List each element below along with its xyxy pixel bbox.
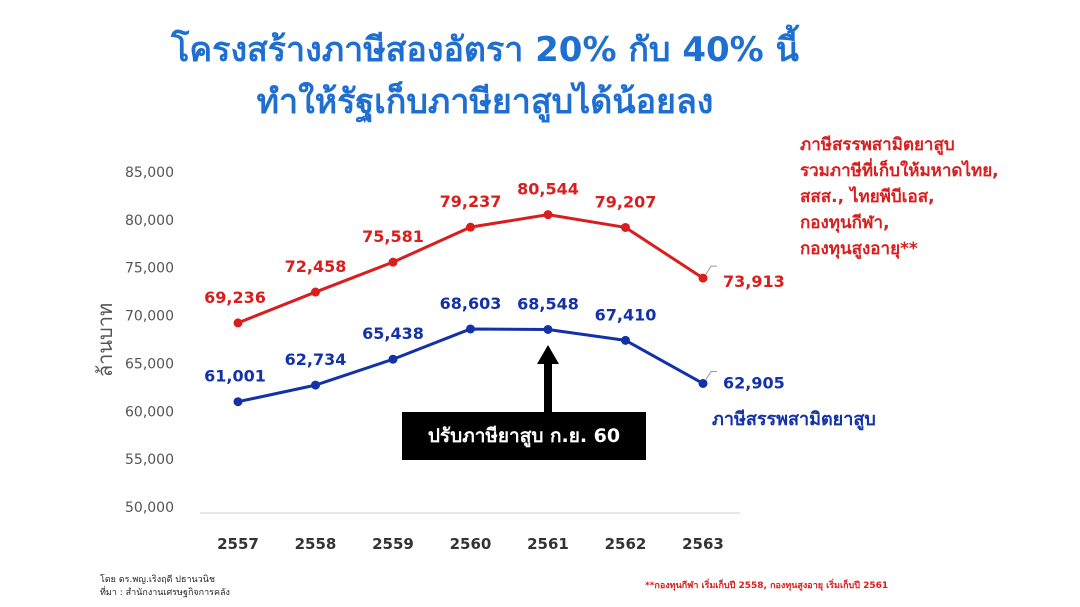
- footer-author: โดย ดร.พญ.เริงฤดี ปธานวนิช: [100, 575, 216, 585]
- data-point: [388, 354, 398, 364]
- x-tick-label: 2560: [450, 535, 492, 553]
- tax-adjustment-callout: ปรับภาษียาสูบ ก.ย. 60: [402, 412, 646, 460]
- data-label: 61,001: [204, 367, 266, 386]
- page-title-line-2: ทำให้รัฐเก็บภาษียาสูบได้น้อยลง: [256, 82, 714, 122]
- footer-note: **กองทุนกีฬา เริ่มเก็บปี 2558, กองทุนสูง…: [645, 581, 889, 591]
- y-tick-label: 70,000: [125, 309, 174, 325]
- data-label: 73,913: [723, 272, 785, 291]
- data-label: 75,581: [362, 227, 424, 246]
- data-label: 65,438: [362, 324, 424, 343]
- y-axis-title: ล้านบาท: [93, 303, 117, 377]
- red-note-line: ภาษีสรรพสามิตยาสูบ: [800, 135, 955, 155]
- data-label: 80,544: [517, 180, 579, 199]
- red-note-line: กองทุนสูงอายุ**: [800, 239, 918, 259]
- red-note-line: สสส., ไทยพีบีเอส,: [800, 187, 935, 207]
- data-point: [311, 287, 320, 297]
- x-tick-label: 2562: [605, 535, 647, 553]
- y-tick-label: 60,000: [125, 404, 174, 420]
- leader-line: [705, 370, 717, 380]
- red-series-legend: ภาษีสรรพสามิตยาสูบ รวมภาษีที่เก็บให้มหาด…: [800, 132, 1070, 262]
- data-label: 62,905: [723, 373, 785, 392]
- callout-arrow-head: [537, 345, 559, 364]
- data-point: [388, 257, 398, 267]
- data-point: [698, 378, 708, 388]
- data-point: [311, 380, 320, 390]
- data-label: 68,603: [440, 294, 502, 313]
- data-point: [233, 318, 243, 328]
- page-title-line-1: โครงสร้างภาษีสองอัตรา 20% กับ 40% นี้: [171, 30, 799, 70]
- y-tick-label: 50,000: [125, 500, 174, 516]
- data-label: 79,207: [595, 192, 657, 211]
- data-label: 62,734: [285, 350, 347, 369]
- x-tick-label: 2561: [527, 535, 569, 553]
- x-tick-label: 2558: [295, 535, 337, 553]
- footer-credits: โดย ดร.พญ.เริงฤดี ปธานวนิช ที่มา : สำนัก…: [100, 574, 230, 600]
- data-point: [621, 335, 630, 345]
- y-tick-label: 75,000: [125, 261, 174, 277]
- red-note-line: รวมภาษีที่เก็บให้มหาดไทย,: [800, 161, 999, 181]
- blue-series-legend: ภาษีสรรพสามิตยาสูบ: [712, 409, 876, 430]
- x-tick-label: 2563: [682, 535, 724, 553]
- red-note-line: กองทุนกีฬา,: [800, 213, 890, 233]
- data-point: [698, 273, 708, 283]
- data-point: [233, 397, 243, 407]
- data-point: [466, 324, 475, 334]
- leader-line: [705, 265, 717, 275]
- x-tick-label: 2557: [217, 535, 259, 553]
- data-point: [543, 210, 553, 220]
- data-point: [543, 324, 553, 334]
- x-tick-label: 2559: [372, 535, 414, 553]
- y-tick-label: 80,000: [125, 213, 174, 229]
- callout-arrow-shaft: [544, 362, 552, 412]
- data-label: 69,236: [204, 288, 266, 307]
- data-point: [621, 222, 630, 232]
- data-label: 68,548: [517, 294, 579, 313]
- y-tick-label: 55,000: [125, 452, 174, 468]
- data-label: 79,237: [440, 192, 502, 211]
- y-tick-label: 85,000: [125, 165, 174, 181]
- data-point: [466, 222, 475, 232]
- data-label: 67,410: [595, 305, 657, 324]
- footer-source: ที่มา : สำนักงานเศรษฐกิจการคลัง: [100, 588, 230, 598]
- data-label: 72,458: [285, 257, 347, 276]
- y-tick-label: 65,000: [125, 356, 174, 372]
